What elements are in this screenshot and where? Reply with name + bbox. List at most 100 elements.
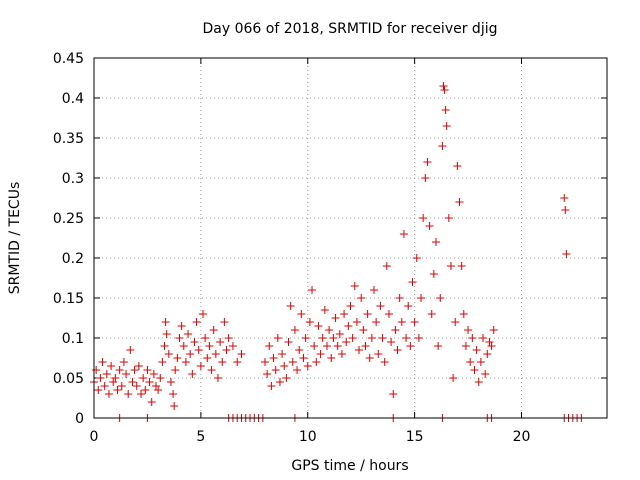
grid-lines bbox=[94, 58, 607, 418]
data-point bbox=[207, 366, 216, 374]
data-point bbox=[117, 382, 126, 390]
data-point bbox=[449, 374, 458, 382]
data-point bbox=[162, 330, 171, 338]
data-point bbox=[154, 386, 163, 394]
data-point bbox=[348, 334, 357, 342]
data-point bbox=[391, 326, 400, 334]
data-point bbox=[414, 334, 423, 342]
data-point bbox=[380, 358, 389, 366]
data-point bbox=[171, 366, 180, 374]
y-tick-label: 0.3 bbox=[62, 171, 84, 187]
data-point bbox=[233, 358, 242, 366]
data-point bbox=[92, 366, 101, 374]
data-point bbox=[149, 370, 158, 378]
data-point bbox=[444, 214, 453, 222]
data-point bbox=[179, 342, 188, 350]
tick-labels: 0 0.05 0.1 0.15 0.2 0.25 0.3 0.35 0.4 0.45 0 5 10 15 2… bbox=[53, 51, 531, 445]
data-point bbox=[446, 262, 455, 270]
data-point bbox=[184, 330, 193, 338]
y-tick-label: 0.15 bbox=[53, 291, 84, 307]
y-tick-label: 0 bbox=[75, 411, 84, 427]
y-tick-label: 0.2 bbox=[62, 251, 84, 267]
data-point bbox=[316, 350, 325, 358]
data-point bbox=[282, 374, 291, 382]
data-point bbox=[102, 370, 111, 378]
data-point bbox=[211, 350, 220, 358]
data-point bbox=[305, 318, 314, 326]
data-point bbox=[224, 334, 233, 342]
data-point bbox=[322, 342, 331, 350]
data-point bbox=[218, 358, 227, 366]
plot-frame bbox=[93, 57, 608, 419]
data-point bbox=[361, 342, 370, 350]
data-point bbox=[299, 354, 308, 362]
data-point bbox=[160, 342, 169, 350]
data-point bbox=[421, 174, 430, 182]
data-point bbox=[487, 342, 496, 350]
data-points bbox=[90, 82, 586, 422]
data-point bbox=[263, 370, 272, 378]
data-point bbox=[201, 334, 210, 342]
x-tick-label: 5 bbox=[196, 429, 205, 445]
data-point bbox=[169, 390, 178, 398]
data-point bbox=[337, 350, 346, 358]
data-point bbox=[312, 358, 321, 366]
y-axis-label: SRMTID / TECUs bbox=[7, 182, 23, 295]
data-point bbox=[96, 374, 105, 382]
data-point bbox=[104, 390, 113, 398]
y-tick-label: 0.25 bbox=[53, 211, 84, 227]
data-point bbox=[269, 354, 278, 362]
data-point bbox=[166, 378, 175, 386]
data-point bbox=[297, 310, 306, 318]
data-point bbox=[331, 314, 340, 322]
data-point bbox=[455, 198, 464, 206]
data-point bbox=[404, 302, 413, 310]
data-point bbox=[370, 286, 379, 294]
axis-ticks bbox=[93, 57, 607, 419]
data-point bbox=[342, 338, 351, 346]
data-point bbox=[562, 250, 571, 258]
data-point bbox=[441, 106, 450, 114]
data-point bbox=[290, 326, 299, 334]
data-point bbox=[265, 342, 274, 350]
data-point bbox=[432, 238, 440, 246]
data-point bbox=[177, 322, 186, 330]
data-point bbox=[209, 326, 218, 334]
data-point bbox=[367, 334, 376, 342]
data-point bbox=[425, 222, 434, 230]
data-point bbox=[286, 302, 295, 310]
data-point bbox=[476, 358, 485, 366]
x-tick-label: 0 bbox=[90, 429, 99, 445]
data-point bbox=[335, 330, 344, 338]
data-point bbox=[408, 278, 417, 286]
data-point bbox=[308, 286, 317, 294]
data-point bbox=[137, 390, 146, 398]
data-point bbox=[359, 326, 368, 334]
data-point bbox=[130, 366, 139, 374]
data-point bbox=[393, 346, 402, 354]
data-point bbox=[303, 362, 312, 370]
data-point bbox=[164, 350, 173, 358]
data-point bbox=[113, 386, 122, 394]
data-point bbox=[143, 366, 152, 374]
data-point bbox=[314, 322, 323, 330]
data-point bbox=[344, 322, 353, 330]
data-point bbox=[459, 310, 468, 318]
chart-title: Day 066 of 2018, SRMTID for receiver dji… bbox=[203, 21, 498, 37]
data-point bbox=[145, 378, 154, 386]
y-tick-label: 0.05 bbox=[53, 371, 84, 387]
data-point bbox=[483, 350, 492, 358]
x-tick-label: 20 bbox=[513, 429, 531, 445]
data-point bbox=[389, 390, 398, 398]
data-point bbox=[485, 338, 494, 346]
data-point bbox=[122, 370, 131, 378]
data-point bbox=[376, 302, 385, 310]
data-point bbox=[124, 390, 133, 398]
data-point bbox=[273, 334, 282, 342]
data-point bbox=[461, 342, 470, 350]
data-point bbox=[151, 382, 160, 390]
data-point bbox=[325, 326, 334, 334]
data-point bbox=[451, 318, 460, 326]
data-point bbox=[355, 346, 364, 354]
data-point bbox=[372, 318, 381, 326]
